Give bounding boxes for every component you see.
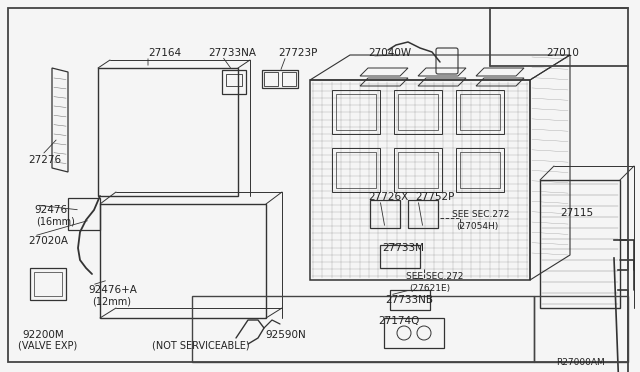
- Bar: [390, 290, 430, 310]
- Bar: [30, 268, 66, 300]
- Bar: [370, 200, 400, 228]
- Bar: [460, 152, 500, 188]
- Bar: [398, 94, 438, 130]
- Text: 92476+A: 92476+A: [88, 285, 137, 295]
- Text: (12mm): (12mm): [92, 296, 131, 306]
- Bar: [408, 200, 438, 228]
- Text: 92200M: 92200M: [22, 330, 64, 340]
- Bar: [332, 148, 380, 192]
- Bar: [262, 70, 298, 88]
- Text: 27040W: 27040W: [368, 48, 411, 58]
- Text: 27115: 27115: [560, 208, 593, 218]
- Bar: [534, 296, 628, 362]
- Bar: [34, 272, 62, 296]
- Text: (NOT SERVICEABLE): (NOT SERVICEABLE): [152, 341, 250, 351]
- Bar: [336, 94, 376, 130]
- Text: 27733NB: 27733NB: [385, 295, 433, 305]
- Text: SEE SEC.272: SEE SEC.272: [406, 272, 463, 281]
- Bar: [264, 72, 278, 86]
- Text: 27752P: 27752P: [415, 192, 454, 202]
- Text: 27733NA: 27733NA: [208, 48, 256, 58]
- Text: 92476: 92476: [34, 205, 67, 215]
- Text: 27174Q: 27174Q: [378, 316, 419, 326]
- Bar: [456, 148, 504, 192]
- Bar: [226, 74, 242, 86]
- Bar: [460, 94, 500, 130]
- Bar: [394, 90, 442, 134]
- Bar: [282, 72, 296, 86]
- Bar: [398, 152, 438, 188]
- Text: (27054H): (27054H): [456, 222, 499, 231]
- Text: R27000AM: R27000AM: [556, 358, 605, 367]
- Text: 27164: 27164: [148, 48, 181, 58]
- Bar: [192, 296, 534, 362]
- Bar: [540, 180, 620, 308]
- Bar: [98, 68, 238, 196]
- Text: SEE SEC.272: SEE SEC.272: [452, 210, 509, 219]
- Text: 27276: 27276: [28, 155, 61, 165]
- Bar: [384, 318, 444, 348]
- Bar: [394, 148, 442, 192]
- Bar: [332, 90, 380, 134]
- Bar: [456, 90, 504, 134]
- Text: 27020A: 27020A: [28, 236, 68, 246]
- Bar: [380, 245, 420, 268]
- Bar: [336, 152, 376, 188]
- Text: 27726X: 27726X: [368, 192, 408, 202]
- Text: 27010: 27010: [546, 48, 579, 58]
- Bar: [68, 198, 100, 230]
- Text: 27733M: 27733M: [382, 243, 424, 253]
- Bar: [222, 70, 246, 94]
- Bar: [100, 204, 266, 318]
- Text: (VALVE EXP): (VALVE EXP): [18, 341, 77, 351]
- Text: 27723P: 27723P: [278, 48, 317, 58]
- Text: (27621E): (27621E): [409, 284, 450, 293]
- Text: (16mm): (16mm): [36, 216, 75, 226]
- Text: 92590N: 92590N: [265, 330, 306, 340]
